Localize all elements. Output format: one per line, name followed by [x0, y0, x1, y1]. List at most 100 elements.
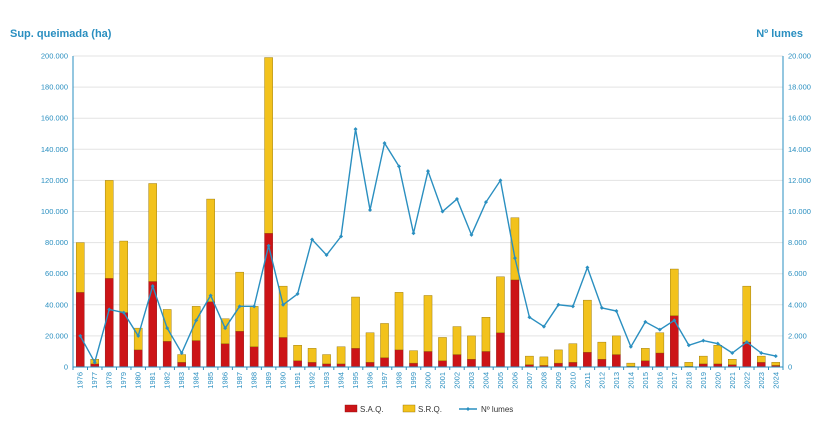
x-tick-label: 2017 [670, 372, 679, 389]
line-point [570, 304, 575, 309]
x-tick-label: 2018 [684, 372, 693, 389]
x-tick-label: 1980 [134, 372, 143, 389]
legend-label: S.A.Q. [360, 405, 384, 414]
bar-sao [249, 346, 259, 368]
line-point [657, 327, 662, 332]
line-point [310, 237, 315, 242]
bar-srq [452, 326, 462, 355]
line-point [368, 207, 373, 212]
x-tick-label: 1988 [250, 372, 259, 389]
bar-srq [539, 356, 549, 366]
x-tick-label: 2023 [757, 372, 766, 389]
bar-sao [177, 362, 186, 368]
x-tick-label: 1985 [206, 372, 215, 389]
line-point [643, 319, 648, 324]
line-point [469, 232, 474, 237]
bar-sao [452, 354, 462, 368]
bar-sao [133, 349, 143, 368]
bar-sao [510, 279, 520, 368]
bar-sao [307, 362, 317, 368]
line-point [339, 234, 344, 239]
left-tick-label: 180.000 [41, 83, 68, 92]
bar-srq [278, 285, 288, 338]
bar-srq [162, 309, 172, 342]
axes: 0 20.000 40.000 60.000 80.000 100.000 120.000 1… [41, 52, 811, 389]
bar-sao [206, 301, 215, 368]
bar-sao [554, 362, 563, 368]
bar-sao [365, 362, 375, 368]
bar-sao [481, 351, 491, 368]
bar-srq [119, 240, 128, 313]
line-point [498, 178, 503, 183]
x-tick-label: 1991 [293, 372, 302, 389]
line-point [281, 302, 286, 307]
left-tick-label: 60.000 [45, 269, 68, 278]
x-tick-label: 1994 [337, 372, 346, 389]
bar-srq [293, 345, 302, 361]
bar-srq [496, 276, 505, 333]
x-tick-label: 2020 [713, 372, 722, 389]
x-tick-label: 1989 [264, 372, 273, 389]
bar-sao [583, 352, 592, 368]
bar-srq [220, 318, 230, 344]
x-tick-label: 2016 [655, 372, 664, 389]
bar-srq [249, 306, 259, 347]
bar-srq [394, 292, 404, 351]
line-point [512, 256, 517, 261]
bar-srq [757, 355, 766, 363]
x-tick-label: 1984 [192, 372, 201, 389]
line-point [686, 343, 691, 348]
bar-srq [612, 335, 621, 355]
bar-srq [467, 335, 476, 360]
line-series [78, 127, 778, 365]
bar-srq [713, 345, 723, 365]
right-tick-label: 0 [788, 363, 792, 372]
x-tick-label: 2011 [583, 372, 592, 388]
gridlines [73, 55, 783, 368]
line-point [397, 164, 402, 169]
bar-sao [409, 362, 418, 368]
bar-sao [220, 343, 230, 368]
line-point [744, 340, 749, 345]
x-tick-label: 2004 [481, 372, 490, 389]
right-tick-label: 8.000 [788, 238, 807, 247]
line-point [252, 304, 257, 309]
left-tick-label: 100.000 [41, 207, 68, 216]
bar-srq [699, 355, 708, 365]
x-tick-label: 2000 [424, 372, 433, 389]
line-point [107, 307, 112, 312]
bar-srq [177, 354, 186, 363]
x-tick-label: 2008 [539, 372, 548, 389]
left-tick-label: 40.000 [45, 300, 68, 309]
x-tick-label: 1992 [308, 372, 317, 389]
bar-srq [75, 242, 85, 293]
line-point [92, 360, 97, 365]
bar-srq [264, 57, 273, 234]
line-point [78, 333, 83, 338]
bar-srq [423, 295, 433, 352]
line-point [599, 305, 604, 310]
x-tick-label: 2021 [728, 372, 737, 389]
bar-sao [293, 360, 302, 368]
bar-srq [742, 285, 752, 343]
x-tick-label: 2007 [525, 372, 534, 389]
line-point [223, 326, 228, 331]
x-tick-label: 1996 [366, 372, 375, 389]
bar-srq [365, 332, 375, 363]
bar-sao [278, 337, 288, 368]
line-point [237, 304, 242, 309]
line-point [454, 197, 459, 202]
bar-sao [496, 332, 505, 368]
line-point [628, 344, 633, 349]
bar-srq [510, 217, 520, 281]
x-tick-label: 2022 [742, 372, 751, 389]
line-point [353, 127, 358, 132]
bar-srq [206, 198, 215, 302]
x-tick-label: 1976 [76, 372, 85, 389]
left-tick-label: 200.000 [41, 52, 68, 61]
line-point [295, 291, 300, 296]
right-tick-label: 2.000 [788, 331, 807, 340]
line-point [382, 141, 387, 146]
x-tick-label: 1978 [105, 372, 114, 389]
line-point [136, 333, 141, 338]
